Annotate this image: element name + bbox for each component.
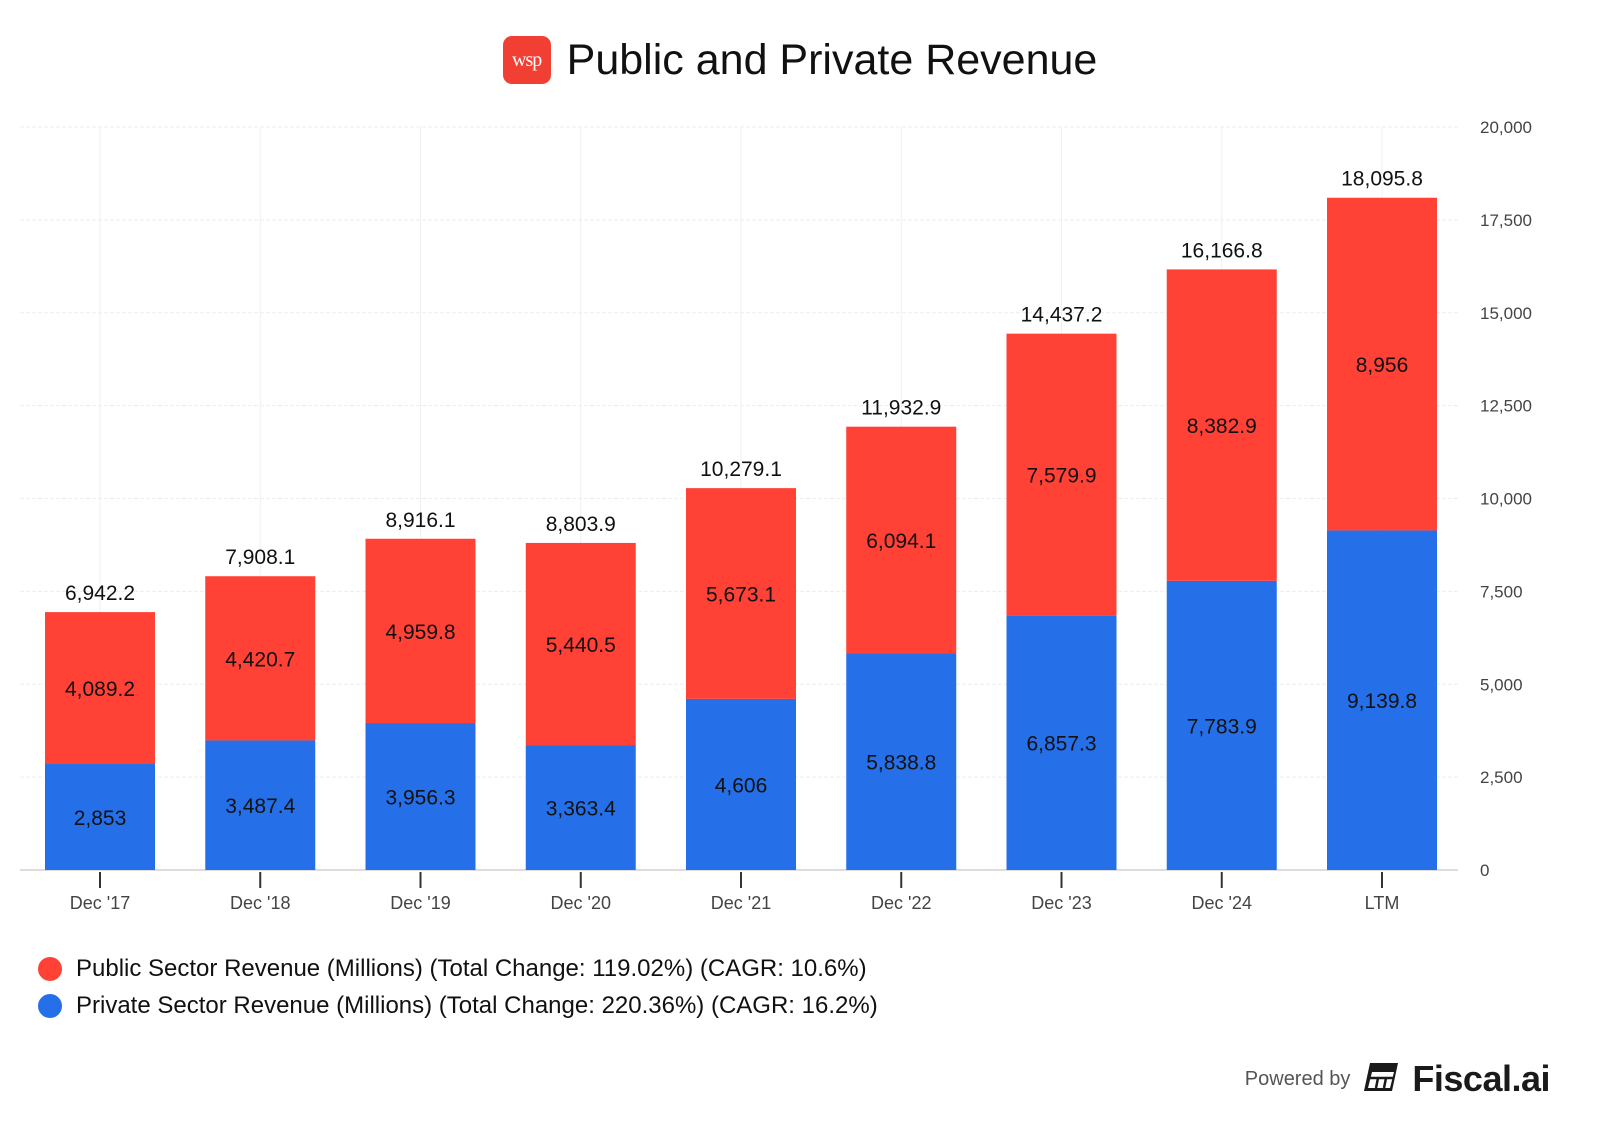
segment-value-label: 5,673.1 — [706, 584, 776, 607]
y-tick-label: 10,000 — [1480, 490, 1532, 509]
total-value-label: 14,437.2 — [1021, 304, 1103, 327]
x-tick-label: Dec '17 — [70, 893, 130, 913]
y-tick-label: 2,500 — [1480, 768, 1523, 787]
total-value-label: 18,095.8 — [1341, 168, 1423, 191]
bar-segment-public — [1006, 333, 1117, 616]
segment-value-label: 5,838.8 — [866, 752, 936, 775]
bar-segment-private — [1166, 580, 1277, 870]
bar-segment-public — [846, 426, 957, 654]
segment-value-label: 8,382.9 — [1187, 415, 1257, 438]
segment-value-label: 2,853 — [74, 807, 127, 830]
bar-segment-private — [686, 698, 796, 870]
x-tick-label: Dec '21 — [711, 893, 771, 913]
legend-dot-private-icon — [38, 993, 62, 1018]
x-tick-label: Dec '22 — [871, 893, 931, 913]
segment-value-label: 7,783.9 — [1187, 715, 1257, 738]
bar-segment-public — [45, 612, 155, 765]
legend-item-private[interactable]: Private Sector Revenue (Millions) (Total… — [38, 987, 878, 1024]
bar-segment-public — [686, 488, 796, 699]
segment-value-label: 3,487.4 — [225, 795, 295, 818]
segment-value-label: 4,606 — [715, 774, 768, 797]
total-value-label: 8,916.1 — [385, 509, 455, 532]
x-tick-label: LTM — [1365, 893, 1400, 913]
legend-item-public[interactable]: Public Sector Revenue (Millions) (Total … — [38, 950, 878, 987]
bar-segment-private — [525, 745, 636, 870]
total-value-label: 8,803.9 — [546, 513, 616, 536]
total-value-label: 11,932.9 — [861, 397, 941, 420]
bar-segment-private — [1006, 615, 1117, 870]
legend: Public Sector Revenue (Millions) (Total … — [38, 950, 878, 1024]
legend-dot-public-icon — [38, 956, 62, 981]
brand-name: Fiscal.ai — [1412, 1058, 1550, 1099]
bar-segment-public — [205, 576, 316, 741]
segment-value-label: 3,363.4 — [546, 798, 616, 821]
total-value-label: 16,166.8 — [1181, 239, 1263, 262]
segment-value-label: 4,959.8 — [385, 621, 455, 644]
bar-segment-private — [846, 653, 957, 870]
chart-header: wsp Public and Private Revenue — [0, 30, 1600, 90]
bar-segment-public — [1327, 197, 1437, 531]
y-tick-label: 20,000 — [1480, 118, 1532, 137]
x-tick-label: Dec '23 — [1031, 893, 1091, 913]
total-value-label: 6,942.2 — [65, 582, 135, 605]
y-tick-label: 12,500 — [1480, 397, 1532, 416]
bar-segment-private — [45, 764, 155, 870]
x-tick-label: Dec '18 — [230, 893, 290, 913]
segment-value-label: 4,420.7 — [225, 648, 295, 671]
powered-by-text: Powered by — [1244, 1067, 1351, 1090]
bar-segment-public — [365, 538, 476, 724]
bar-segment-private — [205, 740, 316, 870]
total-value-label: 7,908.1 — [225, 546, 295, 569]
chart-title: Public and Private Revenue — [566, 35, 1098, 84]
x-tick-label: Dec '20 — [551, 893, 611, 913]
segment-value-label: 3,956.3 — [385, 787, 455, 810]
y-tick-label: 7,500 — [1480, 582, 1523, 601]
x-tick-label: Dec '19 — [390, 893, 450, 913]
powered-by-badge: Powered by Fiscal.ai — [1244, 1058, 1551, 1100]
bar-segment-public — [1166, 269, 1277, 581]
segment-value-label: 9,139.8 — [1347, 690, 1417, 713]
segment-value-label: 6,857.3 — [1026, 733, 1096, 756]
logo-text: wsp — [512, 48, 542, 71]
y-tick-label: 15,000 — [1480, 304, 1532, 323]
x-tick-label: Dec '24 — [1192, 893, 1252, 913]
stacked-bar-chart: 0 2,500 5,000 7,500 10,000 12,500 15,000 17,500… — [20, 118, 1532, 913]
y-tick-label: 0 — [1480, 861, 1489, 880]
legend-label-private: Private Sector Revenue (Millions) (Total… — [76, 991, 878, 1019]
segment-value-label: 5,440.5 — [546, 634, 616, 657]
fiscal-logo-icon — [1362, 1061, 1400, 1098]
y-tick-label: 5,000 — [1480, 675, 1523, 694]
bar-segment-public — [525, 542, 636, 746]
y-tick-label: 17,500 — [1480, 211, 1532, 230]
segment-value-label: 6,094.1 — [866, 530, 936, 553]
segment-value-label: 7,579.9 — [1026, 464, 1096, 487]
bar-segment-private — [365, 723, 476, 870]
company-logo: wsp — [502, 36, 551, 84]
segment-value-label: 4,089.2 — [65, 678, 135, 701]
total-value-label: 10,279.1 — [700, 458, 782, 481]
segment-value-label: 8,956 — [1356, 354, 1409, 377]
legend-label-public: Public Sector Revenue (Millions) (Total … — [76, 954, 867, 982]
bar-segment-private — [1327, 530, 1437, 870]
